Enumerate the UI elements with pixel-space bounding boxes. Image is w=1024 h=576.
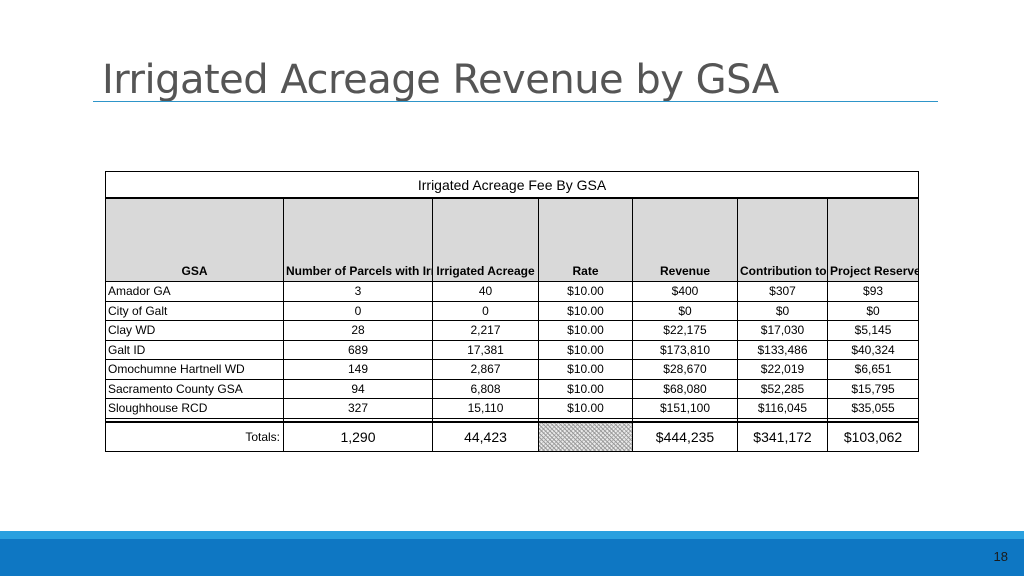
table-header-row: GSA Number of Parcels with Irrigated Acr… (105, 198, 920, 282)
table-row: Omochumne Hartnell WD 149 2,867 $10.00 $28,6… (105, 359, 920, 380)
totals-rate-hatched-cell (538, 420, 633, 452)
totals-parcels: 1,290 (283, 420, 433, 452)
cell-reserve: $35,055 (826, 398, 920, 419)
header-gsa: GSA (105, 198, 284, 282)
table-caption-row: Irrigated Acreage Fee By GSA (104, 171, 920, 199)
table-row: Sloughhouse RCD 327 15,110 $10.00 $151,100 $1… (105, 398, 920, 419)
cell-gsa: Galt ID (105, 340, 284, 360)
cell-reserve: $5,145 (826, 320, 920, 341)
table-row: Amador GA 3 40 $10.00 $400 $307 $93 (105, 281, 920, 302)
cell-acreage: 6,808 (432, 379, 539, 399)
totals-reserve: $103,062 (826, 420, 920, 452)
cell-revenue: $400 (632, 281, 738, 302)
cell-gsa: Sloughhouse RCD (105, 398, 284, 419)
page-number: 18 (993, 549, 1008, 564)
cell-acreage: 2,217 (432, 320, 539, 341)
header-rate: Rate (538, 198, 633, 282)
cell-acreage: 0 (432, 301, 539, 321)
cell-contribution: $307 (737, 281, 828, 302)
cell-reserve: $6,651 (826, 359, 920, 380)
cell-acreage: 17,381 (432, 340, 539, 360)
cell-parcels: 689 (283, 340, 433, 360)
footer-bar (0, 539, 1024, 576)
cell-acreage: 15,110 (432, 398, 539, 419)
totals-row: Totals: 1,290 44,423 $444,235 $341,172 $… (105, 420, 920, 452)
cell-rate: $10.00 (538, 379, 633, 399)
cell-rate: $10.00 (538, 398, 633, 419)
table-row: City of Galt 0 0 $10.00 $0 $0 $0 (105, 301, 920, 321)
cell-contribution: $0 (737, 301, 828, 321)
header-contribution: Contribution to CGA (737, 198, 828, 282)
cell-revenue: $173,810 (632, 340, 738, 360)
table-spacer-row (105, 418, 920, 422)
cell-revenue: $151,100 (632, 398, 738, 419)
totals-acreage: 44,423 (432, 420, 539, 452)
cell-parcels: 149 (283, 359, 433, 380)
cell-reserve: $0 (826, 301, 920, 321)
cell-gsa: Clay WD (105, 320, 284, 341)
cell-gsa: City of Galt (105, 301, 284, 321)
cell-contribution: $52,285 (737, 379, 828, 399)
header-irrigated-acreage: Irrigated Acreage (432, 198, 539, 282)
header-reserve: Project Reserve Funds Held (826, 198, 920, 282)
cell-rate: $10.00 (538, 320, 633, 341)
cell-contribution: $17,030 (737, 320, 828, 341)
cell-gsa: Sacramento County GSA (105, 379, 284, 399)
fee-table-container: Irrigated Acreage Fee By GSA GSA Number … (104, 171, 920, 452)
cell-contribution: $133,486 (737, 340, 828, 360)
cell-parcels: 94 (283, 379, 433, 399)
cell-revenue: $28,670 (632, 359, 738, 380)
table-row: Galt ID 689 17,381 $10.00 $173,810 $133,486 $4… (105, 340, 920, 360)
title-underline (93, 101, 938, 102)
cell-rate: $10.00 (538, 359, 633, 380)
cell-contribution: $116,045 (737, 398, 828, 419)
cell-gsa: Amador GA (105, 281, 284, 302)
cell-reserve: $93 (826, 281, 920, 302)
cell-revenue: $68,080 (632, 379, 738, 399)
table-row: Sacramento County GSA 94 6,808 $10.00 $68,08… (105, 379, 920, 399)
cell-acreage: 40 (432, 281, 539, 302)
table-row: Clay WD 28 2,217 $10.00 $22,175 $17,030 $5,145 (105, 320, 920, 341)
totals-contribution: $341,172 (737, 420, 828, 452)
cell-gsa: Omochumne Hartnell WD (105, 359, 284, 380)
cell-revenue: $0 (632, 301, 738, 321)
footer-accent-stripe (0, 531, 1024, 539)
cell-parcels: 0 (283, 301, 433, 321)
header-parcels: Number of Parcels with Irrigated Acreage (283, 198, 433, 282)
cell-revenue: $22,175 (632, 320, 738, 341)
cell-parcels: 327 (283, 398, 433, 419)
cell-parcels: 3 (283, 281, 433, 302)
cell-acreage: 2,867 (432, 359, 539, 380)
cell-reserve: $40,324 (826, 340, 920, 360)
header-revenue: Revenue (632, 198, 738, 282)
irrigated-acreage-fee-table: Irrigated Acreage Fee By GSA GSA Number … (104, 171, 920, 452)
cell-contribution: $22,019 (737, 359, 828, 380)
cell-rate: $10.00 (538, 340, 633, 360)
slide-title: Irrigated Acreage Revenue by GSA (102, 57, 779, 103)
cell-parcels: 28 (283, 320, 433, 341)
cell-reserve: $15,795 (826, 379, 920, 399)
totals-label: Totals: (105, 420, 284, 452)
table-caption: Irrigated Acreage Fee By GSA (104, 171, 920, 199)
totals-revenue: $444,235 (632, 420, 738, 452)
cell-rate: $10.00 (538, 301, 633, 321)
cell-rate: $10.00 (538, 281, 633, 302)
